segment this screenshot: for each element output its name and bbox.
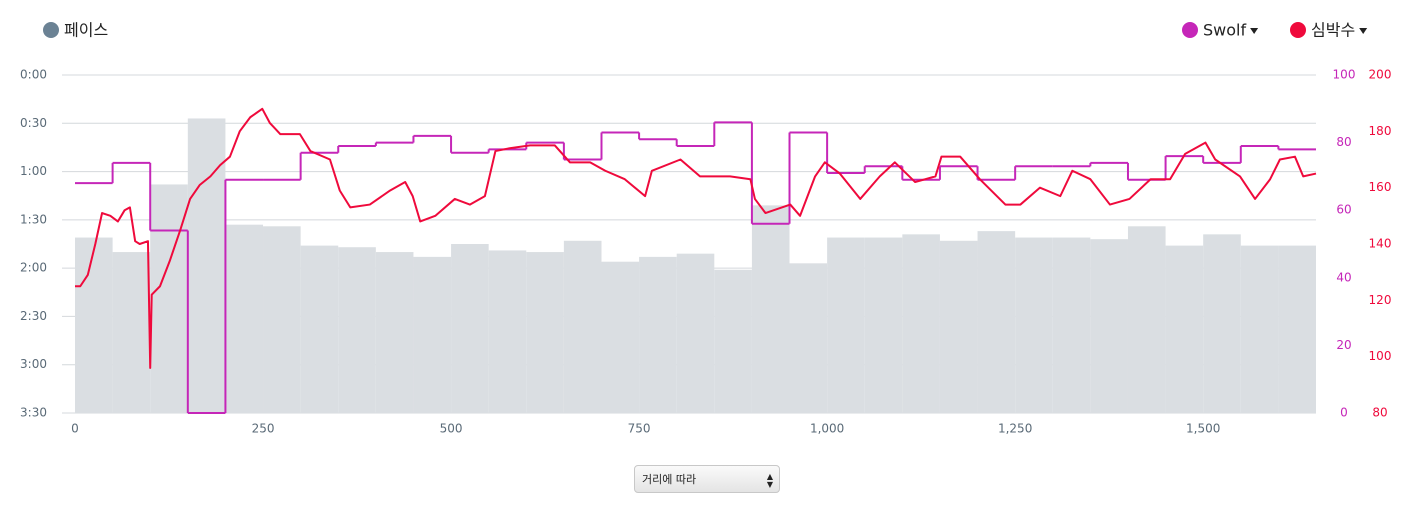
y-tick-label: 3:00 bbox=[20, 357, 47, 371]
y3-tick-label: 120 bbox=[1369, 293, 1392, 307]
y3-tick-label: 140 bbox=[1369, 237, 1392, 251]
y3-tick-label: 160 bbox=[1369, 180, 1392, 194]
legend-marker bbox=[43, 22, 59, 38]
y3-tick-label: 180 bbox=[1369, 124, 1392, 138]
pace-bar bbox=[112, 252, 151, 413]
pace-bar bbox=[187, 118, 226, 413]
pace-bar bbox=[1278, 245, 1316, 413]
pace-bar bbox=[1090, 239, 1128, 413]
legend-marker bbox=[1290, 22, 1306, 38]
pace-bar bbox=[150, 184, 188, 413]
select-arrows: ▲ ▼ bbox=[766, 472, 773, 489]
legend-dropdown-arrow bbox=[1250, 28, 1259, 34]
y-tick-label: 1:30 bbox=[20, 212, 47, 226]
x-tick-label: 1,000 bbox=[810, 422, 844, 436]
pace-bar bbox=[75, 237, 113, 413]
pace-bar bbox=[488, 250, 527, 413]
x-tick-label: 0 bbox=[71, 422, 79, 436]
pace-bar bbox=[751, 205, 790, 413]
pace-bar bbox=[451, 244, 489, 413]
pace-bar bbox=[1127, 226, 1166, 413]
pace-bar bbox=[563, 240, 602, 413]
pace-bar bbox=[977, 231, 1016, 413]
y2-tick-label: 0 bbox=[1340, 406, 1348, 420]
y2-tick-label: 60 bbox=[1336, 203, 1351, 217]
y-tick-label: 2:00 bbox=[20, 261, 47, 275]
x-mode-select[interactable]: 거리에 따라 ▲ ▼ bbox=[634, 465, 780, 493]
y-tick-label: 0:30 bbox=[20, 116, 47, 130]
x-tick-label: 250 bbox=[252, 422, 275, 436]
pace-bar bbox=[639, 256, 677, 413]
legend-label: 페이스 bbox=[64, 21, 108, 40]
pace-bar bbox=[676, 253, 715, 413]
pace-bar bbox=[827, 237, 865, 413]
pace-bar bbox=[1165, 245, 1204, 413]
y-tick-label: 2:30 bbox=[20, 309, 47, 323]
heart-rate-line bbox=[75, 107, 1317, 369]
pace-bar bbox=[413, 256, 452, 413]
y2-tick-label: 80 bbox=[1336, 135, 1351, 149]
pace-bar bbox=[526, 252, 564, 413]
y3-tick-label: 200 bbox=[1369, 68, 1392, 82]
x-mode-label: 거리에 따라 bbox=[642, 473, 697, 486]
pace-bar bbox=[714, 269, 752, 413]
pace-bar bbox=[263, 226, 301, 413]
pace-bar bbox=[1052, 237, 1091, 413]
pace-bar bbox=[225, 224, 264, 413]
pace-bar bbox=[338, 247, 376, 413]
pace-bar bbox=[601, 261, 640, 413]
pace-bar bbox=[1015, 237, 1053, 413]
pace-bar bbox=[789, 263, 828, 413]
legend-dropdown-arrow bbox=[1359, 28, 1368, 34]
x-tick-label: 1,500 bbox=[1186, 422, 1220, 436]
pace-bar bbox=[1240, 245, 1279, 413]
y2-tick-label: 40 bbox=[1336, 270, 1351, 284]
y2-tick-label: 20 bbox=[1336, 338, 1351, 352]
y2-tick-label: 100 bbox=[1333, 68, 1356, 82]
x-tick-label: 500 bbox=[440, 422, 463, 436]
pace-bar bbox=[300, 245, 339, 413]
pace-bar bbox=[864, 237, 903, 413]
pace-bar bbox=[375, 252, 414, 413]
pace-bar bbox=[1203, 234, 1241, 413]
legend-label[interactable]: 심박수 bbox=[1311, 21, 1355, 40]
pace-bar bbox=[902, 234, 940, 413]
y-tick-label: 3:30 bbox=[20, 406, 47, 420]
legend-marker bbox=[1182, 22, 1198, 38]
x-tick-label: 1,250 bbox=[998, 422, 1032, 436]
y3-tick-label: 100 bbox=[1369, 349, 1392, 363]
y-tick-label: 0:00 bbox=[20, 68, 47, 82]
y3-tick-label: 80 bbox=[1372, 406, 1387, 420]
x-tick-label: 750 bbox=[628, 422, 651, 436]
legend-label[interactable]: Swolf bbox=[1203, 21, 1246, 40]
y-tick-label: 1:00 bbox=[20, 164, 47, 178]
pace-bar bbox=[939, 240, 978, 413]
